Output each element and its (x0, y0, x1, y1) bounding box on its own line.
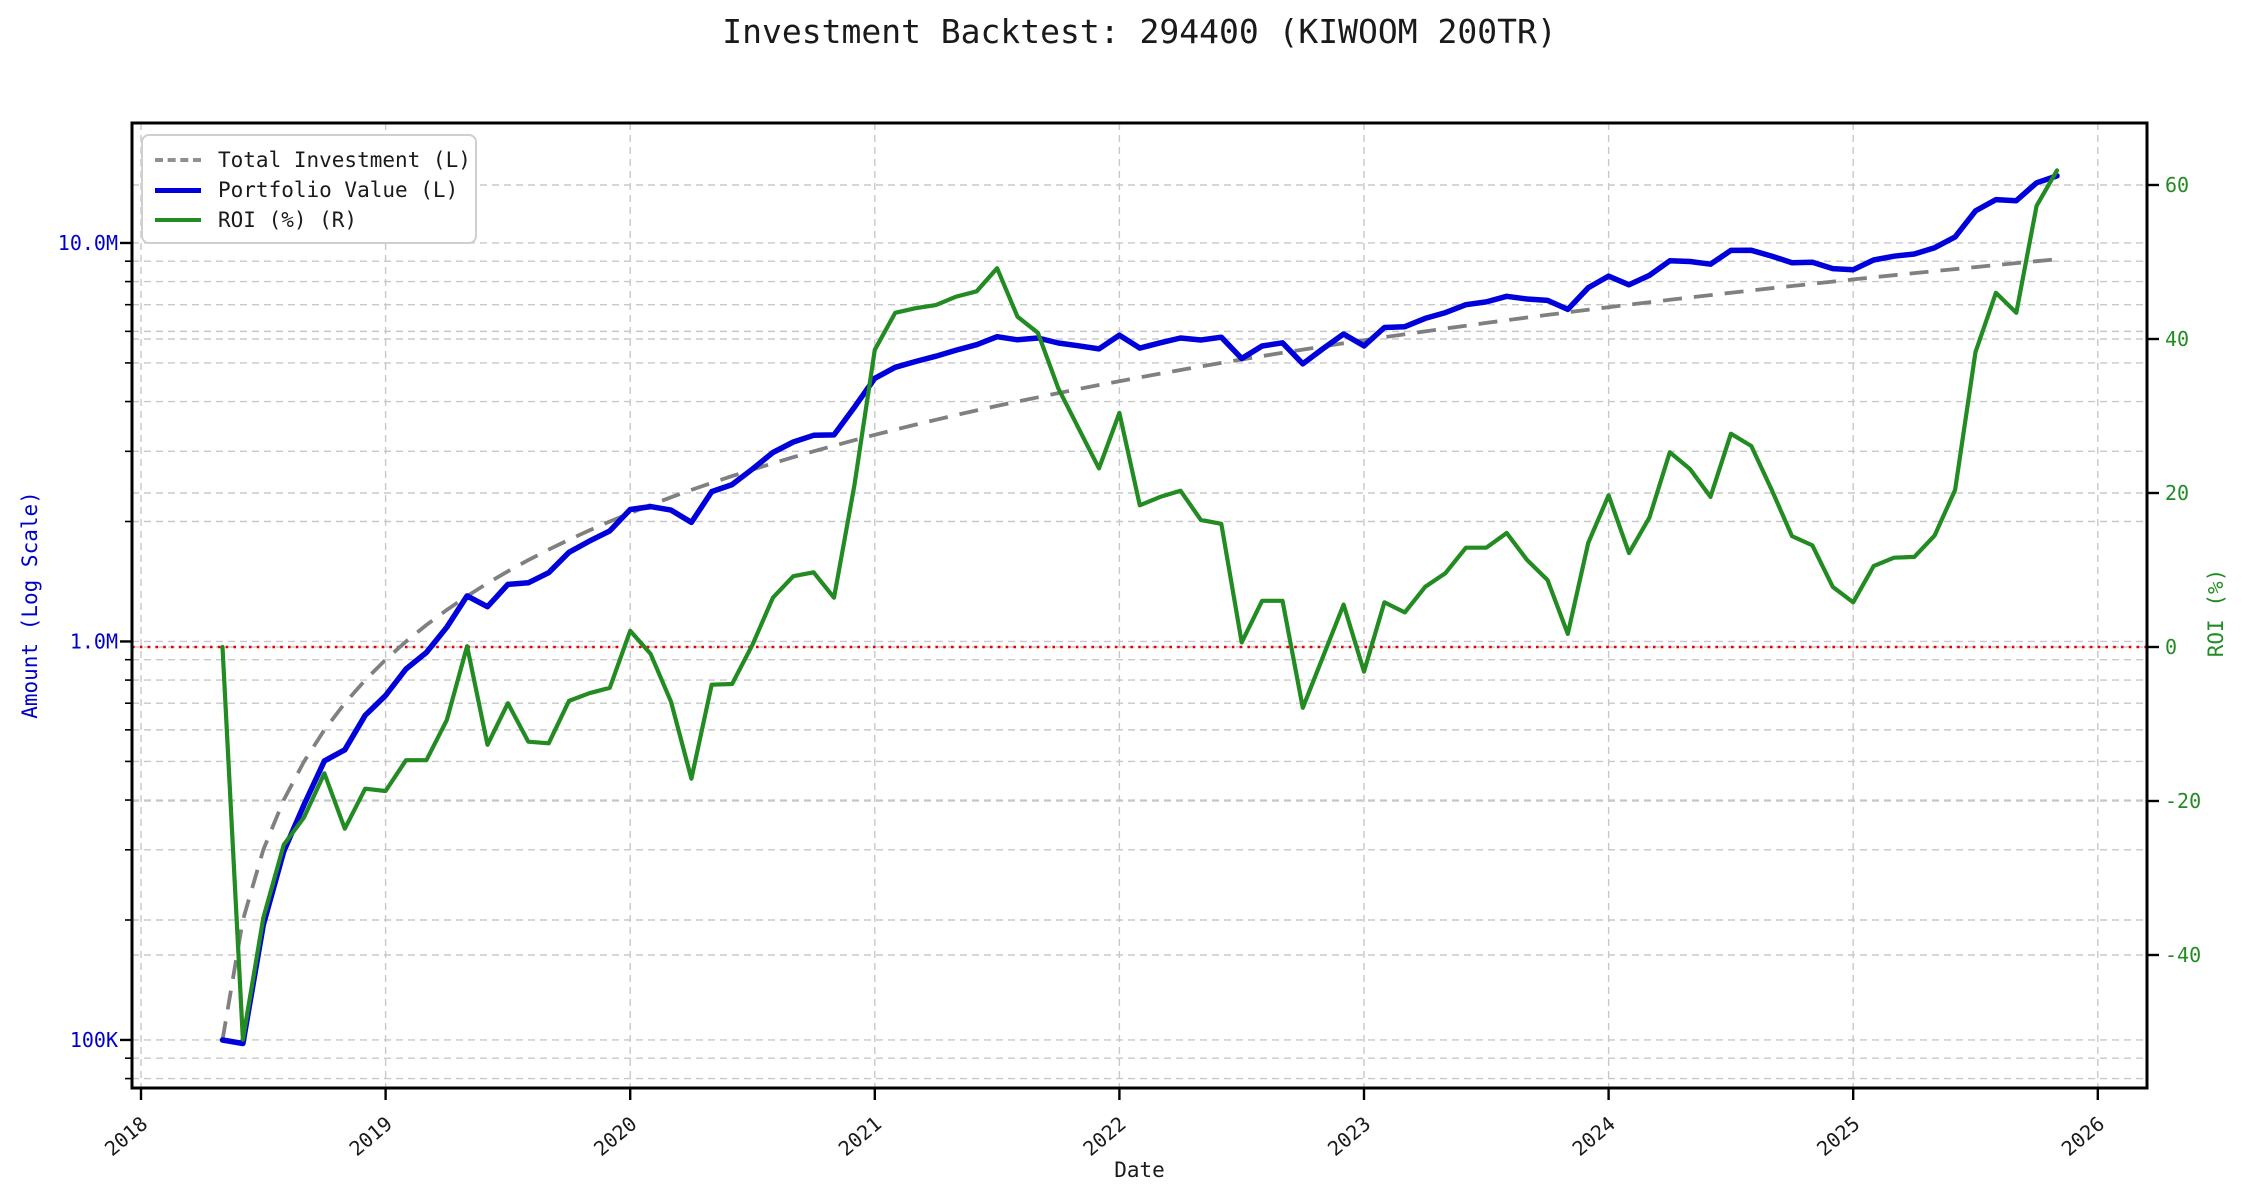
legend-item-total-investment: Total Investment (L) (155, 145, 471, 175)
right-axis-title: ROI (%) (2204, 568, 2228, 658)
roi-tick-label--20: -20 (2165, 789, 2201, 813)
roi-line (220, 168, 2060, 1042)
y-tick-label-10.0M: 10.0M (58, 231, 118, 255)
legend-label: Total Investment (L) (218, 148, 471, 172)
x-tick-label-2019: 2019 (344, 1111, 396, 1160)
portfolio-value-line (219, 173, 2060, 1047)
legend-item-portfolio-value: Portfolio Value (L) (155, 175, 465, 205)
gridlines (132, 123, 2147, 1088)
legend-label: ROI (%) (R) (218, 208, 358, 232)
legend-item-roi: ROI (%) (R) (155, 205, 465, 235)
legend: Total Investment (L) Portfolio Value (L)… (141, 134, 477, 244)
roi-tick-label-20: 20 (2165, 481, 2189, 505)
roi-tick-label-40: 40 (2165, 327, 2189, 351)
x-tick-label-2020: 2020 (589, 1111, 641, 1160)
plot-border (130, 121, 2149, 1090)
solid-green-line-swatch (155, 218, 201, 222)
y-tick-label-100K: 100K (70, 1028, 118, 1052)
x-tick-label-2018: 2018 (100, 1111, 152, 1160)
left-axis-title: Amount (Log Scale) (18, 491, 42, 719)
x-tick-label-2023: 2023 (1323, 1111, 1375, 1160)
x-axis-title: Date (1114, 1158, 1165, 1182)
x-tick-label-2024: 2024 (1567, 1111, 1619, 1160)
plot-background (132, 123, 2147, 1088)
roi-tick-label-0: 0 (2165, 635, 2177, 659)
x-tick-label-2022: 2022 (1078, 1111, 1130, 1160)
y-tick-label-1.0M: 1.0M (70, 629, 118, 653)
roi-tick-label-60: 60 (2165, 173, 2189, 197)
solid-blue-line-swatch (155, 187, 201, 193)
legend-label: Portfolio Value (L) (218, 178, 459, 202)
x-tick-label-2026: 2026 (2057, 1111, 2109, 1160)
x-tick-label-2021: 2021 (834, 1111, 886, 1160)
chart-title: Investment Backtest: 294400 (KIWOOM 200T… (722, 12, 1557, 51)
x-tick-label-2025: 2025 (1812, 1111, 1864, 1160)
dashed-gray-line-swatch (155, 158, 201, 162)
total-investment-line (220, 257, 2058, 1041)
roi-tick-label--40: -40 (2165, 943, 2201, 967)
axis-ticks (120, 183, 2159, 1100)
